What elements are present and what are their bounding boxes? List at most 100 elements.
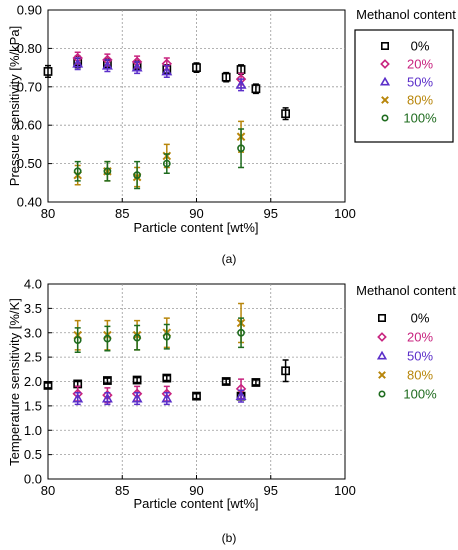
y-tick-label: 1.0	[24, 423, 42, 438]
legend-box-a	[354, 29, 454, 143]
x-tick-label: 90	[189, 206, 203, 221]
data-point	[162, 373, 172, 383]
x-axis-label-b: Particle content [wt%]	[134, 496, 259, 511]
y-tick-label: 2.5	[24, 350, 42, 365]
data-point	[235, 79, 247, 89]
legend-label-0pct: 0%	[411, 311, 430, 326]
y-tick-label: 0.60	[17, 118, 42, 133]
data-point	[43, 380, 53, 390]
data-point	[235, 390, 247, 401]
error-bar	[134, 376, 141, 384]
error-bar	[104, 377, 111, 384]
data-point	[281, 109, 290, 119]
y-tick-label: 1.5	[24, 398, 42, 413]
error-bar	[104, 325, 111, 352]
legend-b: 0% 20% 50% 80% 100%	[376, 311, 437, 402]
grid-b	[48, 284, 345, 479]
legend-title-b: Methanol content	[356, 283, 456, 298]
data-point	[251, 378, 261, 387]
legend-marker-0pct	[377, 313, 386, 322]
data-point	[131, 392, 143, 403]
legend-label-100pct: 100%	[403, 111, 437, 126]
error-bar	[163, 153, 170, 174]
data-marks-a	[43, 51, 290, 190]
data-point	[132, 375, 142, 385]
y-axis-label-a: Pressure sensitivity [%/kPa]	[7, 26, 22, 186]
legend-marker-100pct	[381, 114, 389, 122]
y-tick-label: 3.5	[24, 301, 42, 316]
data-point	[237, 328, 245, 337]
panel-label-a: (a)	[222, 252, 237, 266]
series-100pct	[73, 128, 245, 190]
legend-label-20pct: 20%	[407, 330, 433, 345]
legend-label-80pct: 80%	[407, 368, 433, 383]
legend-marker-80pct	[381, 96, 389, 104]
x-tick-label: 90	[189, 483, 203, 498]
data-point	[162, 159, 171, 168]
y-tick-label: 0.0	[24, 472, 42, 487]
data-point	[72, 58, 84, 68]
grid-a	[48, 10, 345, 202]
error-bar	[74, 327, 81, 353]
legend-label-50pct: 50%	[407, 75, 433, 90]
x-ticks-b: 80 85 90 95 100	[41, 475, 356, 498]
legend-label-20pct: 20%	[407, 57, 433, 72]
error-bar	[238, 128, 245, 169]
legend-marker-20pct	[380, 59, 390, 69]
x-tick-label: 85	[115, 483, 129, 498]
error-bar	[223, 378, 230, 385]
error-bar	[282, 359, 289, 383]
data-point	[103, 376, 112, 385]
data-point	[101, 59, 113, 70]
y-tick-label: 0.90	[17, 3, 42, 18]
legend-marker-100pct	[378, 390, 386, 398]
data-point	[237, 144, 245, 153]
legend-marker-80pct	[378, 371, 386, 379]
error-bar	[134, 324, 141, 351]
legend-marker-50pct	[379, 76, 391, 86]
legend-label-50pct: 50%	[407, 349, 433, 364]
data-point	[131, 61, 143, 72]
x-tick-label: 80	[41, 206, 55, 221]
x-tick-label: 95	[264, 206, 278, 221]
data-point	[43, 67, 53, 76]
data-point	[161, 65, 173, 76]
error-bar	[134, 160, 141, 190]
data-point	[73, 336, 82, 344]
y-tick-label: 0.70	[17, 79, 42, 94]
error-bar	[163, 374, 170, 382]
error-bar	[193, 392, 200, 400]
y-ticks-b: 0.0 0.5 1.0 1.5 2.0 2.5 3.0 3.5 4.0	[24, 277, 52, 487]
data-point	[133, 171, 141, 180]
y-tick-label: 2.0	[24, 374, 42, 389]
x-ticks-a: 80 85 90 95 100	[41, 198, 356, 221]
error-bar	[163, 323, 170, 350]
data-point	[103, 334, 112, 343]
y-tick-label: 4.0	[24, 277, 42, 292]
x-tick-label: 95	[264, 483, 278, 498]
panel-b: 0.00.51.01.52.02.53.03.54.0 80 85 90 95 100 …	[7, 277, 456, 546]
x-tick-label: 100	[334, 206, 356, 221]
legend-marker-0pct	[380, 41, 389, 50]
y-axis-label-b: Temperature sensitivity [%/K]	[7, 298, 22, 466]
legend-marker-50pct	[376, 350, 388, 360]
y-tick-label: 0.50	[17, 156, 42, 171]
y-tick-label: 0.5	[24, 447, 42, 462]
data-point	[101, 392, 113, 403]
error-bar	[45, 382, 51, 389]
legend-marker-20pct	[377, 332, 387, 342]
y-ticks-a: 0.40 0.50 0.60 0.70 0.80 0.90	[17, 3, 52, 210]
data-point	[162, 332, 171, 341]
series-50pct	[72, 389, 247, 406]
data-point	[221, 72, 231, 82]
data-point	[72, 392, 84, 403]
x-axis-label-a: Particle content [wt%]	[134, 220, 259, 235]
y-tick-label: 0.80	[17, 41, 42, 56]
legend-a: 0% 20% 50% 80% 100%	[354, 29, 454, 143]
legend-label-80pct: 80%	[407, 93, 433, 108]
data-point	[192, 63, 201, 72]
data-point	[161, 392, 173, 403]
legend-label-100pct: 100%	[403, 387, 437, 402]
data-point	[251, 84, 261, 94]
